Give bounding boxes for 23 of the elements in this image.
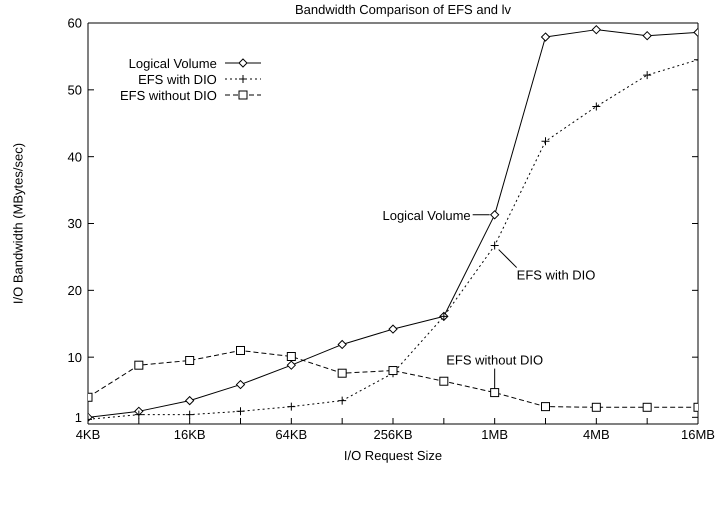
y-axis-title: I/O Bandwidth (MBytes/sec) xyxy=(10,142,26,304)
x-axis-title: I/O Request Size xyxy=(344,448,442,463)
legend-label: EFS with DIO xyxy=(138,72,217,86)
legend-label: EFS without DIO xyxy=(120,88,217,102)
y-tick-label: 1 xyxy=(74,410,82,425)
y-tick-label: 50 xyxy=(68,82,82,98)
x-tick-label: 16MB xyxy=(681,427,715,442)
y-tick-label: 60 xyxy=(68,16,82,31)
annotation: Logical Volume xyxy=(382,208,471,223)
annotation: EFS without DIO xyxy=(446,352,544,368)
chart-title: Bandwidth Comparison of EFS and lv xyxy=(294,2,512,17)
x-tick-label: 4KB xyxy=(76,427,100,442)
annotation: EFS with DIO xyxy=(516,268,596,283)
y-tick-label: 30 xyxy=(68,216,82,232)
y-tick-label: 10 xyxy=(68,350,82,365)
x-tick-label: 1MB xyxy=(481,427,508,442)
x-tick-label: 64KB xyxy=(275,427,308,442)
x-tick-label: 16KB xyxy=(174,427,206,442)
x-tick-label: 256KB xyxy=(373,427,413,442)
x-tick-label: 4MB xyxy=(582,427,610,442)
legend-label: Logical Volume xyxy=(128,56,217,70)
y-tick-label: 20 xyxy=(68,282,82,298)
y-tick-label: 40 xyxy=(68,149,82,164)
